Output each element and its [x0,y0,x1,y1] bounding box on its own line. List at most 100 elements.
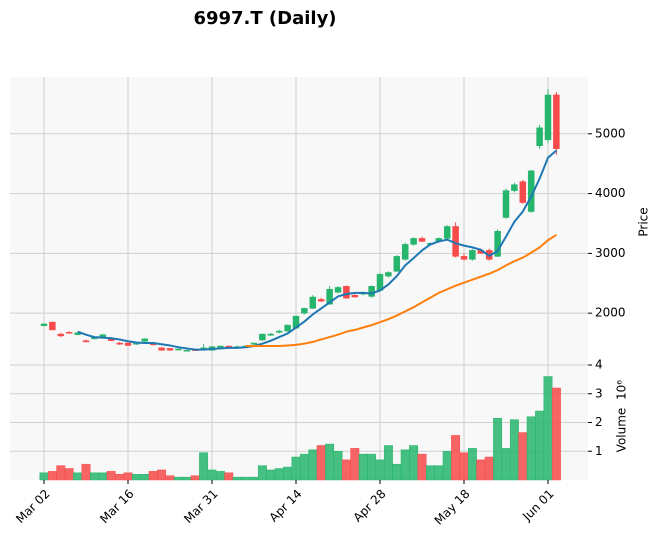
x-tick-label: Mar 31 [181,487,220,526]
candle-body [158,347,165,351]
volume-bar [47,471,57,481]
chart-title: 6997.T (Daily) [193,8,336,29]
volume-bar [274,468,284,481]
candle-body [141,338,149,342]
volume-bar [123,472,133,481]
volume-bar [266,469,276,481]
volume-tick-label: 4 [595,358,603,372]
candle-body [49,321,56,331]
candle-body [166,348,174,351]
volume-bar [425,465,435,481]
volume-bar [241,476,251,481]
volume-bar [131,474,141,481]
candle-body [494,231,501,257]
candle-body [183,349,191,352]
candle-body [82,340,90,343]
y-tick-label: 2000 [595,306,626,320]
candle-body [301,308,308,314]
candle-body [536,127,543,147]
volume-bar [383,445,393,481]
candle-body [334,287,342,293]
volume-bar [115,474,125,481]
volume-exponent: 10⁶ [615,380,629,400]
volume-bar [299,453,309,481]
volume-bar [157,469,167,481]
candle-body [418,238,426,242]
volume-bar [434,465,444,481]
volume-bar [224,472,234,481]
candle-body [259,333,266,341]
volume-bar [98,472,108,481]
volume-bar [215,471,225,481]
volume-bar [283,466,293,481]
volume-bar [476,459,486,481]
volume-bar [182,476,192,481]
volume-bar [358,453,368,481]
candle-body [460,256,468,260]
candle-body [469,250,476,260]
volume-bar [81,463,91,481]
candle-body [385,272,392,277]
volume-axis-label: Volume [615,408,629,453]
volume-bar [207,469,217,481]
volume-bar [350,448,360,481]
x-tick-label: Mar 16 [97,487,136,526]
volume-bar [325,443,335,481]
volume-bar [509,419,519,481]
volume-bar [484,456,494,481]
volume-bar [409,445,419,481]
volume-bar [173,476,183,481]
volume-bar [535,410,545,481]
volume-bar [316,445,326,481]
candle-body [57,333,65,337]
volume-bar [190,475,200,481]
candle-body [343,286,350,299]
x-tick-label: Apr 28 [351,487,389,525]
volume-bar [106,471,116,481]
volume-bar [148,471,158,481]
volume-bar [257,465,267,481]
candle-body [519,181,527,203]
candle-body [124,342,132,346]
moving-average-line [77,149,558,351]
volume-bar [451,435,461,481]
candle-body [250,342,258,345]
volume-bar [392,463,402,481]
candle-body [511,184,518,191]
volume-tick-label: 3 [595,386,603,400]
candle-body [275,330,283,333]
x-tick-label: Jun 01 [519,487,556,524]
volume-bar [56,465,66,481]
y-tick-label: 4000 [595,186,626,200]
volume-bar [39,472,49,481]
volume-bar [308,449,318,481]
candle-body [553,94,560,149]
candle-body [116,342,123,345]
volume-bar [551,387,561,481]
volume-bar [400,449,410,481]
y-tick-label: 3000 [595,246,626,260]
volume-tick-label: 2 [595,415,603,429]
moving-average-line [245,233,557,348]
candle-body [40,323,48,326]
candle-body [544,94,552,141]
volume-bar [493,417,503,481]
candle-body [368,286,375,297]
volume-bar [341,459,351,481]
volume-bar [367,453,377,481]
volume-bar [199,452,209,481]
volume-bar [73,472,83,481]
candle-body [351,294,359,298]
volume-bar [467,448,477,481]
candle-body [410,238,417,245]
volume-bar [333,451,343,481]
candle-body [326,288,333,305]
volume-bar [140,474,150,481]
candle-body [217,345,224,348]
volume-bar [232,476,242,481]
volume-tick-label: 1 [595,444,603,458]
candle-body [65,332,73,334]
volume-bar [64,468,74,481]
volume-bar [417,453,427,481]
